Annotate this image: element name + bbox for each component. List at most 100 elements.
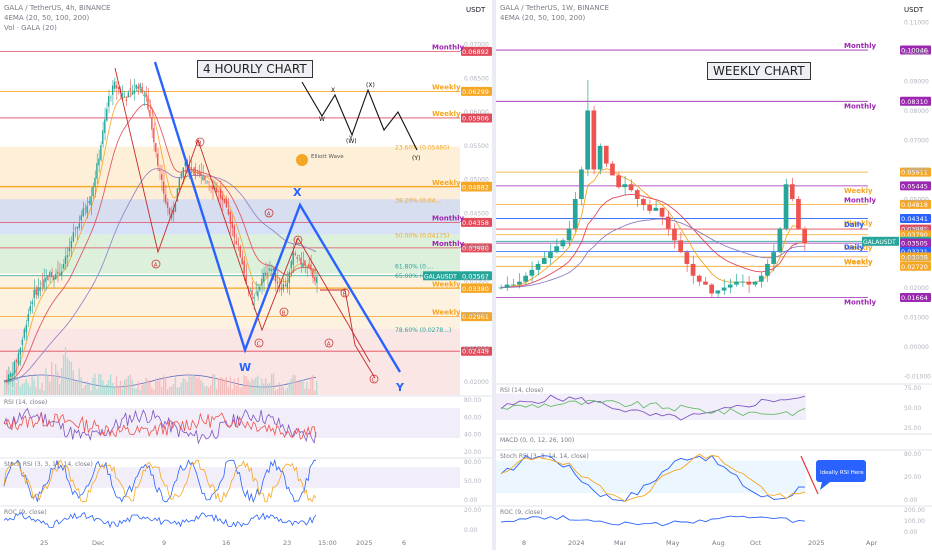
right-level-label: Monthly [844,196,876,204]
volume-bar [290,378,292,395]
left-level-label: Monthly [432,214,464,222]
candle-body [180,173,182,177]
volume-bar [282,386,285,395]
left-price-tag [461,86,492,96]
candle-body [777,228,783,253]
candle-body [239,246,241,257]
volume-bar [139,389,141,395]
volume-bar [90,390,92,395]
volume-bar [261,378,263,395]
right-stoch-pane-band [496,460,806,494]
left-rsi-pane-axis-tick: 60.00 [464,414,481,421]
candle-body [76,226,78,229]
left-fib-label: 38.20% (0.04... [395,197,441,204]
candle-body [31,301,33,305]
right-chart-pane[interactable]: 0.10046 Monthly 0.08310 Monthly 0.05911 0.054… [496,0,932,550]
volume-bar [13,381,16,395]
volume-bar [227,387,230,395]
right-price-tag-text: 0.03790 [901,231,928,239]
candle-body [198,171,200,174]
volume-bar [280,386,283,395]
candle-body [145,94,147,98]
candle-body [783,184,789,229]
left-price-tag-text: 0.02961 [462,313,489,321]
candle-body [155,143,157,153]
candle-body [84,208,86,210]
right-level-label: Monthly [844,102,876,110]
candle-body [204,177,206,181]
candle-body [616,175,621,188]
wave-y-label: Y [395,381,405,394]
left-fib-label: 65.00% (0.03584) [395,273,449,280]
candle-body [223,198,226,203]
left-chart-svg[interactable]: 0.06892Monthly0.06299Weekly0.05906Weekly… [0,0,492,550]
right-roc-pane-axis-tick: 200.00 [904,507,925,514]
volume-bar [190,376,192,395]
wave-b-marker-label: B [343,292,347,298]
right-price-tag [900,181,931,191]
candle-body [60,271,63,276]
right-stoch-pane-axis-tick: 0.00 [904,497,918,504]
volume-bar [72,370,75,395]
volume-bar [157,381,159,395]
volume-bar [288,382,290,395]
volume-bar [257,375,259,395]
volume-bar [259,385,261,395]
volume-bar [310,376,312,395]
left-time-axis-tick: 25 [40,539,48,547]
wave-circle-marker [369,374,379,384]
candle-body [64,256,67,265]
volume-bar [215,388,218,395]
right-price-tag-text: 0.03981 [901,226,928,234]
candle-body [131,92,133,95]
left-level-label: Weekly [432,110,461,118]
volume-bar [204,386,206,395]
candle-body [178,177,181,191]
right-rsi-ma-line [500,399,806,417]
candle-body [4,381,6,382]
volume-bar [217,378,220,395]
candle-body [86,206,88,213]
right-price-tag-text: 0.10046 [901,47,928,55]
volume-bar [84,385,86,395]
candle-body [182,167,184,177]
candle-body [597,145,603,170]
inset-wave-label: (Y) [412,155,420,162]
volume-bar [235,385,237,395]
candle-body [659,207,665,217]
right-level-label: Weekly [844,219,873,227]
candle-body [641,199,646,205]
candle-body [237,244,239,245]
candle-body [137,85,139,89]
right-chart-title: WEEKLY CHART [707,62,811,80]
inset-wave-diagram [301,81,418,151]
candle-body [135,84,137,89]
right-stoch-pane-axis-tick: 80.00 [904,451,921,458]
candle-body [104,119,106,134]
left-price-tag [461,312,492,322]
volume-bar [62,354,65,395]
candle-body [690,263,696,276]
candle-body [294,253,296,255]
candle-body [231,221,234,228]
volume-bar [237,377,239,395]
right-chart-svg[interactable]: 0.10046 Monthly 0.08310 Monthly 0.05911 0.054… [496,0,932,550]
volume-bar [231,389,234,395]
candle-body [257,290,259,297]
volume-bar [265,378,267,395]
left-level-label: Weekly [432,83,461,91]
left-chart-pane[interactable]: 0.06892 Monthly 0.06299 Weekly 0.05906 Weekly… [0,0,492,550]
right-stoch-pane-label: Stoch RSI (3, 3, 14, 14, close) [500,453,589,460]
volume-bar [274,390,277,395]
volume-bar [272,373,275,395]
volume-bar [29,386,31,395]
pane-divider[interactable] [492,0,496,550]
volume-bar [82,388,84,395]
right-price-axis-tick: 0.02000 [904,285,929,292]
elliott-wave-wxy-line [153,61,402,373]
right-time-axis-tick: 2024 [568,539,585,547]
candle-body [15,360,18,363]
volume-bar [292,374,294,395]
volume-bar [113,386,116,395]
rsi-note-pointer [820,482,830,490]
